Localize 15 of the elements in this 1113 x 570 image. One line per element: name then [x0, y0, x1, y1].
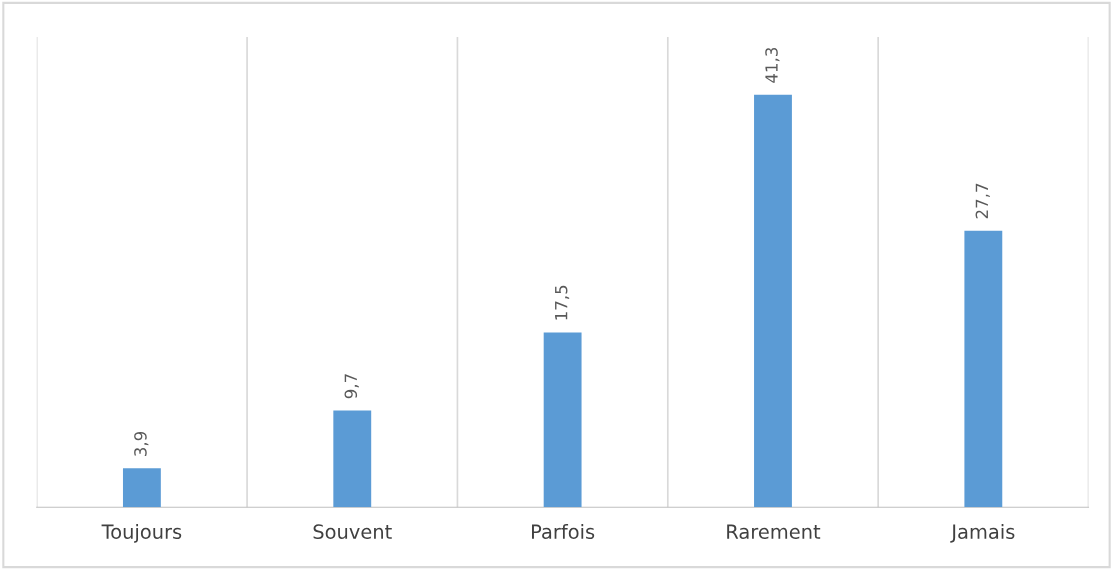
data-label: 17,5 [555, 285, 570, 320]
bar [964, 230, 1003, 508]
data-label: 3,9 [134, 431, 149, 456]
x-tick-label: Rarement [727, 524, 821, 540]
x-tick-label: Souvent [313, 524, 392, 540]
data-label: 41,3 [765, 47, 780, 83]
bar [754, 94, 792, 508]
data-label: 27,7 [975, 183, 990, 219]
bar [333, 410, 372, 508]
bar [543, 332, 582, 508]
x-tick-label: Parfois [532, 523, 595, 540]
data-label: 9,7 [344, 374, 359, 399]
x-tick-label: Toujours [101, 523, 182, 543]
x-tick-label: Jamais [950, 523, 1015, 543]
bar [122, 468, 161, 508]
